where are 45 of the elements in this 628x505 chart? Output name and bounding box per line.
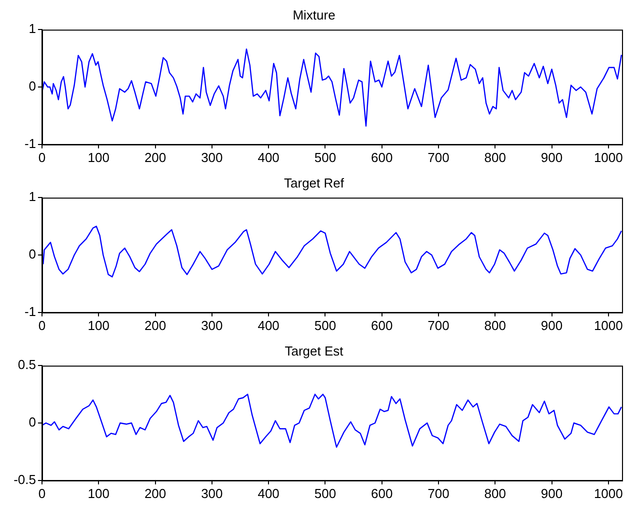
y-tick-label: 0.5 (18, 357, 36, 372)
x-tick-label: 500 (314, 318, 336, 333)
x-tick-label: 0 (38, 318, 46, 333)
x-tick-label: 900 (540, 318, 563, 333)
x-tick-label: 100 (88, 150, 110, 165)
x-tick-label: 900 (540, 486, 563, 501)
x-tick-label: 600 (370, 150, 393, 165)
y-tick-label: 0 (28, 78, 36, 94)
x-tick-label: 100 (88, 486, 110, 501)
y-tick-label: 0 (28, 414, 36, 430)
x-tick-label: 400 (258, 486, 280, 501)
x-tick-label: 500 (314, 486, 336, 501)
y-tick-label: 0 (28, 246, 36, 262)
x-tick-label: 300 (201, 150, 223, 165)
x-tick-label: 200 (144, 150, 166, 165)
x-tick-label: 800 (484, 486, 506, 501)
y-tick-label: 1 (28, 21, 36, 36)
x-tick-label: 1000 (594, 150, 623, 165)
x-tick-label: 200 (144, 318, 166, 333)
x-tick-label: 700 (428, 486, 450, 501)
chart-title: Mixture (292, 7, 336, 22)
x-tick-label: 0 (38, 150, 46, 165)
x-tick-label: 1000 (594, 486, 623, 501)
x-tick-label: 1000 (594, 318, 623, 333)
x-tick-label: 400 (258, 318, 280, 333)
x-tick-label: 800 (484, 150, 506, 165)
chart-title: Target Ref (284, 175, 344, 190)
y-tick-label: -1 (24, 136, 36, 151)
x-tick-label: 700 (428, 150, 450, 165)
y-tick-label: 1 (28, 189, 36, 204)
x-tick-label: 600 (370, 486, 393, 501)
y-tick-label: -1 (24, 304, 36, 319)
x-tick-label: 100 (88, 318, 110, 333)
x-tick-label: 700 (428, 318, 450, 333)
x-tick-label: 800 (484, 318, 506, 333)
x-tick-label: 300 (201, 318, 223, 333)
x-tick-label: 200 (144, 486, 166, 501)
x-tick-label: 400 (258, 150, 280, 165)
x-tick-label: 900 (540, 150, 563, 165)
x-tick-label: 500 (314, 150, 336, 165)
x-tick-label: 0 (38, 486, 46, 501)
y-tick-label: -0.5 (14, 472, 36, 487)
x-tick-label: 600 (370, 318, 393, 333)
x-tick-label: 300 (201, 486, 223, 501)
chart-title: Target Est (284, 343, 344, 358)
